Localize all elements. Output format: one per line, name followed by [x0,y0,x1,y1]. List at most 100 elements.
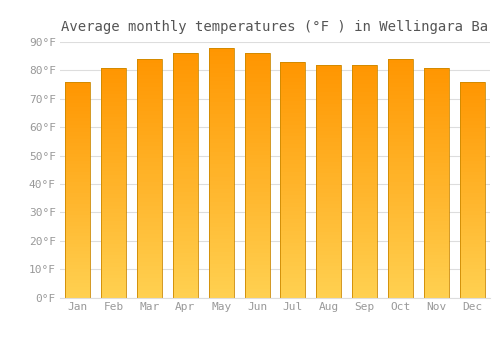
Bar [173,212,198,216]
Bar [460,172,484,175]
Bar [460,103,484,107]
Bar [424,167,449,171]
Bar [244,90,270,94]
Bar [280,109,305,113]
Bar [244,180,270,183]
Bar [280,140,305,144]
Bar [137,162,162,166]
Bar [137,246,162,250]
Bar [244,196,270,200]
Bar [280,152,305,156]
Bar [137,71,162,75]
Bar [280,136,305,140]
Bar [352,127,377,131]
Bar [66,197,90,201]
Bar [460,121,484,125]
Bar [424,252,449,255]
Bar [424,294,449,298]
Bar [280,148,305,152]
Bar [352,123,377,127]
Bar [208,239,234,243]
Bar [208,164,234,168]
Bar [137,294,162,298]
Bar [460,233,484,236]
Bar [173,122,198,127]
Bar [101,68,126,298]
Bar [352,177,377,181]
Bar [460,82,484,298]
Bar [101,286,126,290]
Bar [173,172,198,175]
Bar [66,92,90,96]
Bar [316,220,342,224]
Bar [208,206,234,210]
Bar [460,182,484,186]
Bar [101,255,126,259]
Bar [66,182,90,186]
Bar [424,232,449,236]
Bar [137,270,162,274]
Bar [388,139,413,142]
Bar [316,274,342,278]
Bar [460,222,484,226]
Bar [101,140,126,144]
Bar [352,80,377,84]
Bar [280,74,305,78]
Bar [388,146,413,150]
Bar [352,119,377,123]
Bar [280,262,305,266]
Bar [137,146,162,150]
Bar [173,273,198,277]
Bar [316,169,342,173]
Bar [388,170,413,174]
Bar [137,59,162,298]
Bar [244,240,270,245]
Bar [316,228,342,232]
Bar [424,202,449,205]
Bar [137,238,162,242]
Bar [244,248,270,253]
Bar [316,255,342,259]
Bar [244,139,270,143]
Bar [173,200,198,204]
Bar [388,226,413,230]
Bar [424,156,449,160]
Bar [316,262,342,266]
Bar [280,121,305,125]
Bar [137,87,162,91]
Bar [66,175,90,179]
Bar [316,142,342,146]
Bar [280,133,305,136]
Bar [280,78,305,82]
Bar [101,225,126,229]
Bar [316,150,342,154]
Bar [460,179,484,182]
Bar [388,71,413,75]
Bar [424,182,449,186]
Bar [137,142,162,146]
Bar [137,75,162,79]
Bar [101,83,126,87]
Bar [208,194,234,197]
Bar [460,287,484,290]
Bar [173,183,198,188]
Bar [316,239,342,243]
Bar [388,278,413,282]
Bar [388,218,413,222]
Bar [280,180,305,184]
Bar [388,119,413,122]
Bar [208,64,234,69]
Bar [352,111,377,115]
Bar [66,215,90,218]
Bar [388,107,413,111]
Bar [208,264,234,268]
Bar [173,102,198,106]
Bar [316,104,342,107]
Bar [208,52,234,56]
Bar [101,167,126,171]
Bar [316,212,342,216]
Bar [137,286,162,289]
Bar [316,189,342,193]
Bar [460,150,484,154]
Bar [137,254,162,258]
